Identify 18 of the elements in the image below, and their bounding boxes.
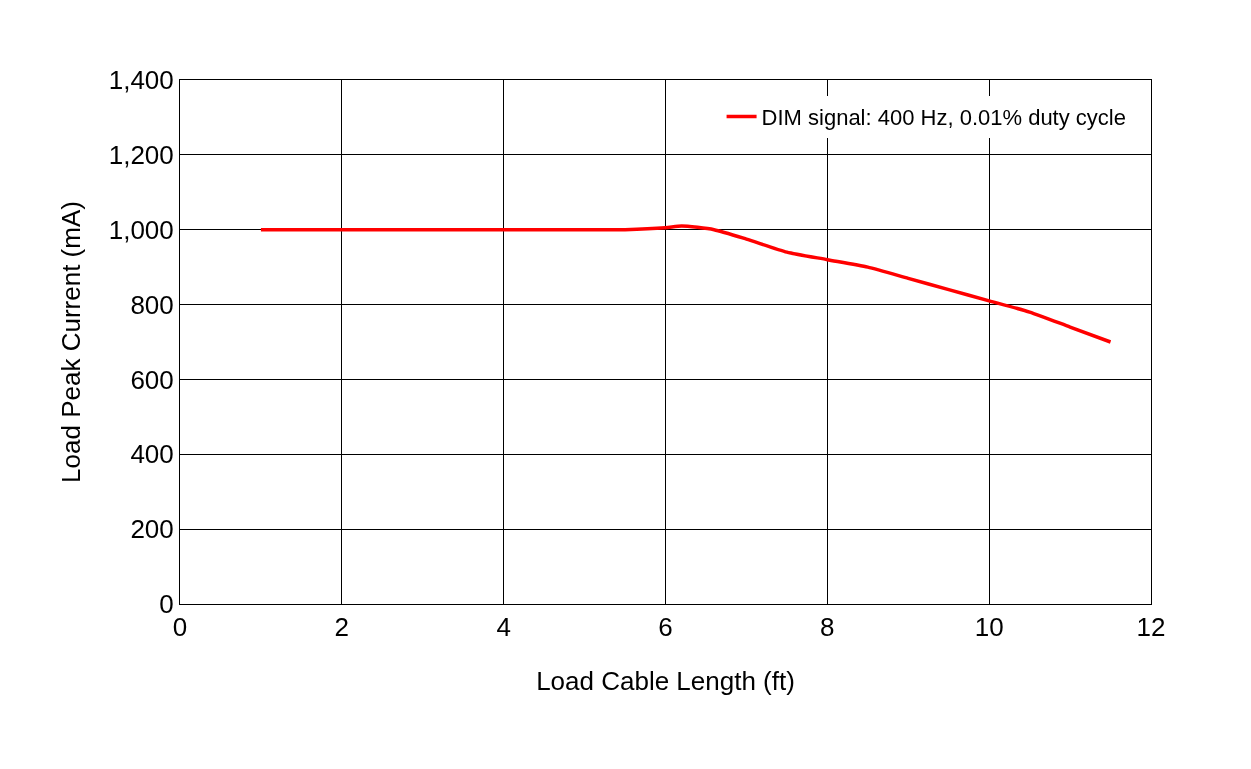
x-axis-title: Load Cable Length (ft) xyxy=(536,665,795,696)
x-tick-label: 4 xyxy=(496,612,511,643)
y-tick-label: 600 xyxy=(130,364,174,395)
legend-label: DIM signal: 400 Hz, 0.01% duty cycle xyxy=(761,105,1126,131)
x-tick-label: 2 xyxy=(334,612,350,643)
x-tick-label: 8 xyxy=(820,612,835,643)
y-tick-label: 1,400 xyxy=(108,65,174,96)
line-series xyxy=(259,224,1113,344)
y-tick-label: 1,000 xyxy=(108,214,174,245)
y-tick-label: 0 xyxy=(159,589,174,620)
x-tick-label: 6 xyxy=(658,612,673,643)
y-tick-label: 1,200 xyxy=(108,139,174,170)
y-tick-label: 800 xyxy=(130,289,174,320)
y-axis-title: Load Peak Current (mA) xyxy=(56,201,87,483)
y-tick-label: 400 xyxy=(130,439,174,470)
x-tick-label: 12 xyxy=(1136,612,1166,643)
x-tick-label: 10 xyxy=(974,612,1004,643)
y-tick-label: 200 xyxy=(130,514,174,545)
